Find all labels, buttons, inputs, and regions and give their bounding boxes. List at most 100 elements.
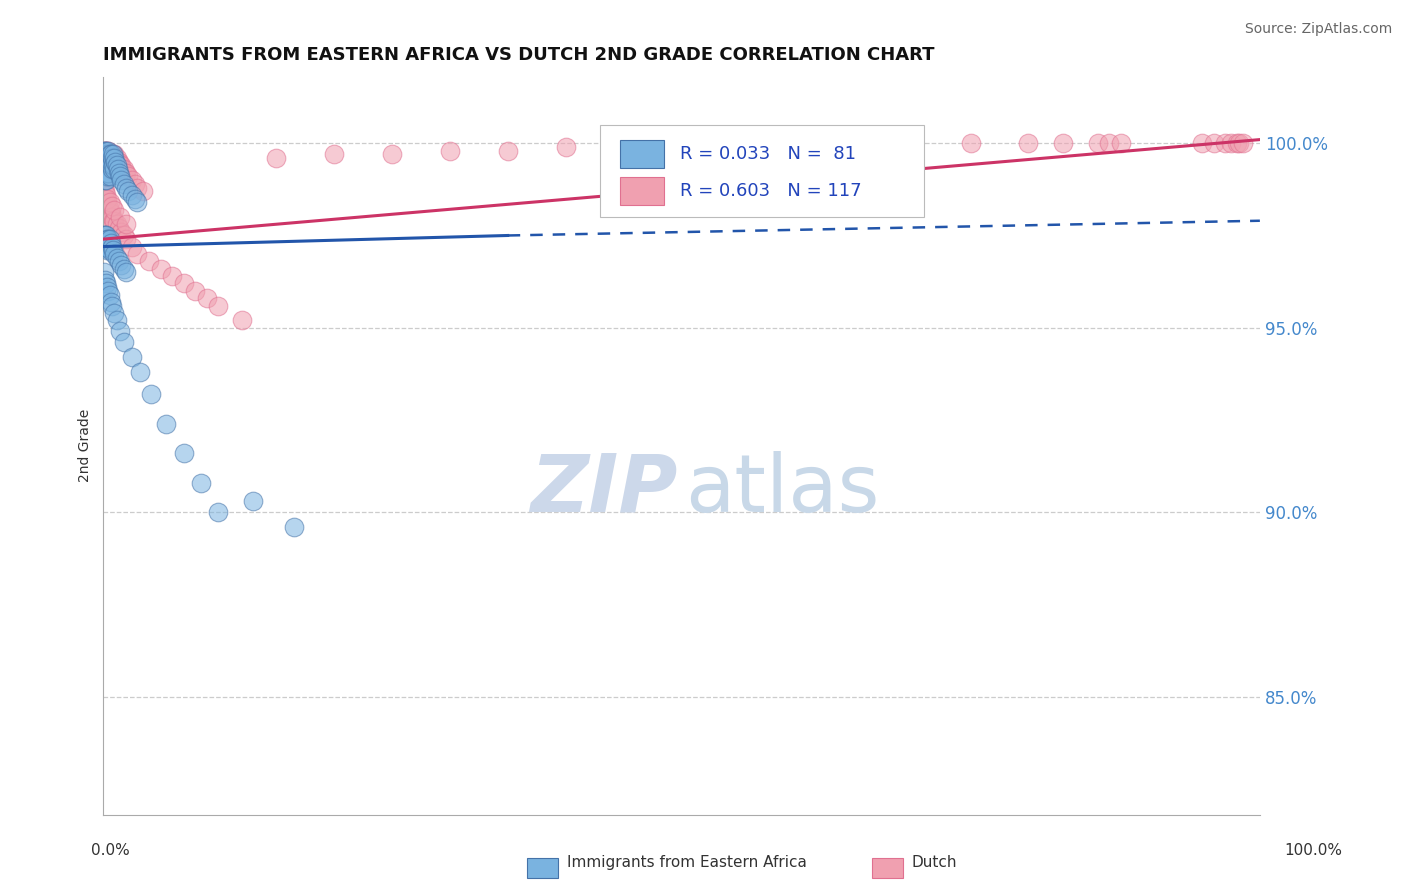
Point — [844, 136, 866, 151]
Point — [1227, 136, 1250, 151]
Point — [104, 151, 127, 165]
Point — [101, 210, 124, 224]
Point — [100, 147, 122, 161]
Point — [94, 154, 117, 169]
Point — [103, 306, 125, 320]
Point — [108, 169, 131, 184]
Point — [105, 218, 128, 232]
Point — [101, 147, 124, 161]
Point — [121, 350, 143, 364]
Point — [128, 365, 150, 379]
Text: ZIP: ZIP — [530, 451, 678, 529]
Point — [112, 335, 135, 350]
Point — [110, 173, 132, 187]
Point — [190, 475, 212, 490]
Point — [108, 154, 131, 169]
Point — [323, 147, 346, 161]
Point — [173, 446, 195, 460]
Point — [138, 254, 160, 268]
Point — [195, 291, 218, 305]
Point — [105, 158, 128, 172]
Y-axis label: 2nd Grade: 2nd Grade — [79, 409, 93, 483]
Point — [160, 268, 183, 283]
Point — [1232, 136, 1254, 151]
Point — [100, 158, 122, 172]
Text: 100.0%: 100.0% — [1285, 843, 1343, 858]
Point — [96, 154, 118, 169]
Point — [97, 166, 120, 180]
Point — [97, 166, 120, 180]
Point — [101, 244, 124, 258]
Point — [112, 162, 135, 177]
Point — [101, 151, 124, 165]
Point — [117, 169, 139, 184]
Point — [94, 144, 117, 158]
Point — [112, 177, 135, 191]
Point — [110, 258, 132, 272]
Point — [98, 158, 121, 172]
Point — [108, 158, 131, 172]
Point — [207, 505, 229, 519]
Point — [107, 154, 129, 169]
Point — [98, 202, 121, 217]
Point — [93, 144, 115, 158]
Point — [121, 239, 143, 253]
Point — [96, 154, 118, 169]
Point — [101, 158, 124, 172]
Point — [98, 287, 121, 301]
Text: R = 0.603   N = 117: R = 0.603 N = 117 — [681, 182, 862, 200]
Point — [94, 173, 117, 187]
Point — [1226, 136, 1249, 151]
Point — [108, 254, 131, 268]
Point — [93, 154, 115, 169]
Point — [1052, 136, 1074, 151]
Point — [94, 273, 117, 287]
Point — [93, 265, 115, 279]
Point — [96, 228, 118, 243]
Point — [97, 199, 120, 213]
Point — [97, 154, 120, 169]
Point — [132, 184, 155, 198]
Point — [127, 247, 149, 261]
Point — [1213, 136, 1236, 151]
Point — [96, 195, 118, 210]
Point — [242, 494, 264, 508]
Point — [98, 195, 121, 210]
Point — [93, 180, 115, 194]
Point — [124, 192, 146, 206]
Point — [100, 294, 122, 309]
Point — [101, 213, 124, 227]
Point — [1109, 136, 1132, 151]
Point — [96, 154, 118, 169]
Point — [1017, 136, 1039, 151]
Point — [554, 140, 576, 154]
Point — [114, 166, 136, 180]
Point — [96, 166, 118, 180]
Text: Immigrants from Eastern Africa: Immigrants from Eastern Africa — [567, 855, 807, 870]
Point — [114, 180, 136, 194]
Point — [101, 199, 124, 213]
Point — [96, 232, 118, 246]
Point — [96, 166, 118, 180]
Point — [98, 169, 121, 184]
Point — [114, 166, 136, 180]
Point — [93, 188, 115, 202]
Point — [108, 221, 131, 235]
Point — [381, 147, 404, 161]
Point — [94, 239, 117, 253]
Point — [110, 225, 132, 239]
Point — [101, 147, 124, 161]
Point — [105, 251, 128, 265]
Point — [103, 247, 125, 261]
Text: IMMIGRANTS FROM EASTERN AFRICA VS DUTCH 2ND GRADE CORRELATION CHART: IMMIGRANTS FROM EASTERN AFRICA VS DUTCH … — [103, 46, 934, 64]
Point — [93, 166, 115, 180]
Point — [1098, 136, 1121, 151]
Point — [105, 313, 128, 327]
Point — [94, 166, 117, 180]
Point — [97, 154, 120, 169]
Point — [96, 158, 118, 172]
Point — [110, 158, 132, 172]
Point — [207, 299, 229, 313]
Point — [97, 232, 120, 246]
Text: 0.0%: 0.0% — [91, 843, 131, 858]
